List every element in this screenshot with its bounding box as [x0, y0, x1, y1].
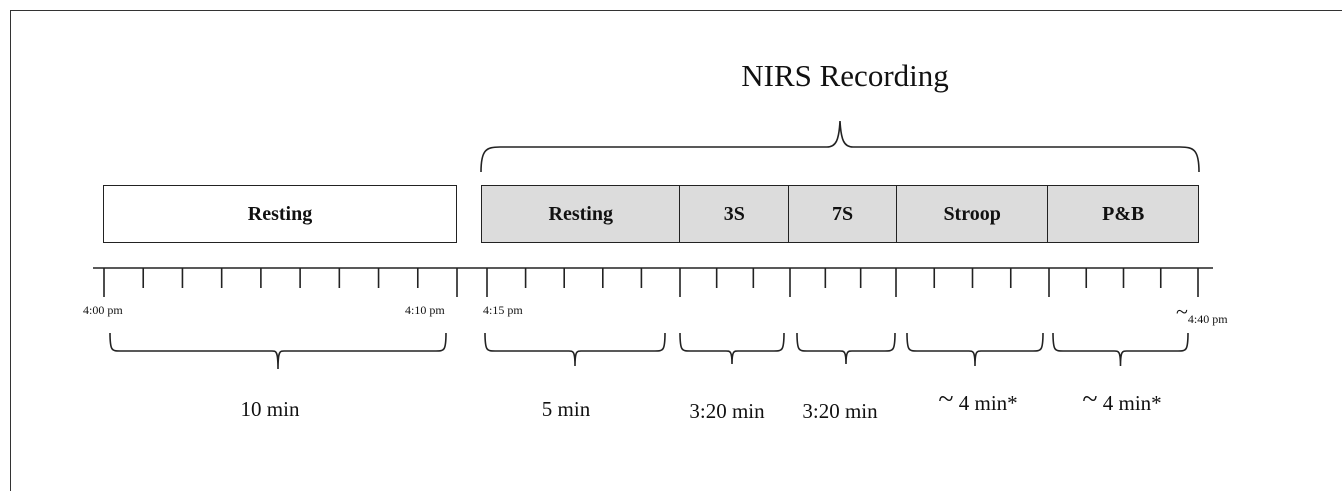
segment-resting: Resting [482, 186, 681, 242]
duration-brace [679, 332, 785, 365]
duration-text: 3:20 min [802, 399, 878, 423]
segment-label: 3S [723, 202, 745, 225]
duration-braces [109, 332, 1189, 370]
duration-text: 3:20 min [689, 399, 765, 423]
approx-tilde: ~ [1176, 299, 1188, 324]
end-time-text: 4:40 pm [1187, 312, 1228, 326]
duration-label: ~ 4 min* [938, 384, 1018, 418]
time-label-rest-end: 4:10 pm [405, 303, 445, 317]
time-label-rec-start: 4:15 pm [483, 303, 523, 317]
pre-resting-label: Resting [247, 202, 313, 225]
diagram-title: NIRS Recording [741, 58, 949, 93]
duration-text: 5 min [541, 397, 591, 421]
time-label-end: ~4:40 pm [1176, 299, 1228, 329]
segment-7s: 7S [789, 186, 897, 242]
duration-brace [796, 332, 896, 365]
duration-label: ~ 4 min* [1082, 384, 1162, 418]
duration-brace [484, 332, 666, 367]
axis-ticks [103, 268, 1199, 297]
segment-label: 7S [831, 202, 854, 225]
duration-brace [906, 332, 1044, 367]
recording-brace [480, 120, 1200, 173]
duration-label: 3:20 min [689, 394, 764, 426]
duration-label: 10 min [241, 392, 300, 424]
segment-pb: P&B [1048, 186, 1198, 242]
segment-label: P&B [1102, 202, 1145, 225]
approx-tilde: ~ [938, 384, 954, 415]
duration-label: 5 min [542, 392, 590, 424]
duration-text: 10 min [240, 397, 300, 421]
duration-brace [1052, 332, 1189, 367]
segment-3s: 3S [680, 186, 790, 242]
duration-text: 4 min* [1097, 391, 1162, 415]
figure-frame [10, 10, 1342, 491]
duration-text: 4 min* [953, 391, 1018, 415]
segment-label: Resting [548, 202, 613, 225]
pre-resting-block: Resting [103, 185, 457, 243]
segment-stroop: Stroop [897, 186, 1049, 242]
duration-brace [109, 332, 447, 370]
approx-tilde: ~ [1082, 384, 1098, 415]
time-label-start: 4:00 pm [83, 303, 123, 317]
segment-label: Stroop [943, 202, 1001, 225]
recording-segments: Resting 3S 7S Stroop P&B [481, 185, 1199, 243]
duration-label: 3:20 min [802, 394, 877, 426]
